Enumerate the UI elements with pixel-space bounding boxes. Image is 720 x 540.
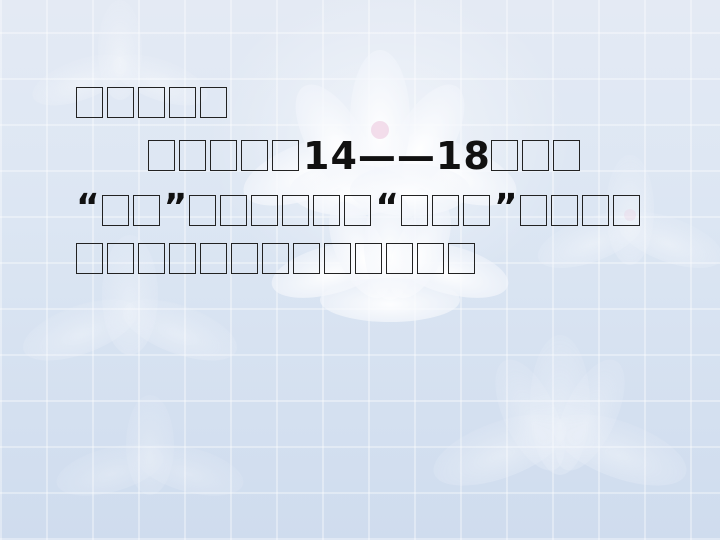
close-quote-2: ” [494,187,519,228]
close-quote-1: ” [163,187,189,228]
lotus-flower-faint-1 [32,0,208,106]
open-quote-1: “ [76,187,101,228]
text-line-2: 14——18 [76,130,676,182]
lotus-flower-faint-5 [56,395,244,496]
slide-text-block: 14——18 “ ” “ ” [76,78,676,286]
lotus-flower-faint-4 [433,335,687,486]
lotus-flower-faint-3 [23,235,237,361]
open-quote-2: “ [375,187,401,228]
text-line-1 [76,78,676,130]
text-line-4 [76,234,676,286]
number-range: 14——18 [303,134,491,178]
text-line-3: “ ” “ ” [76,182,676,234]
lotus-flower-faint-2 [537,155,720,268]
